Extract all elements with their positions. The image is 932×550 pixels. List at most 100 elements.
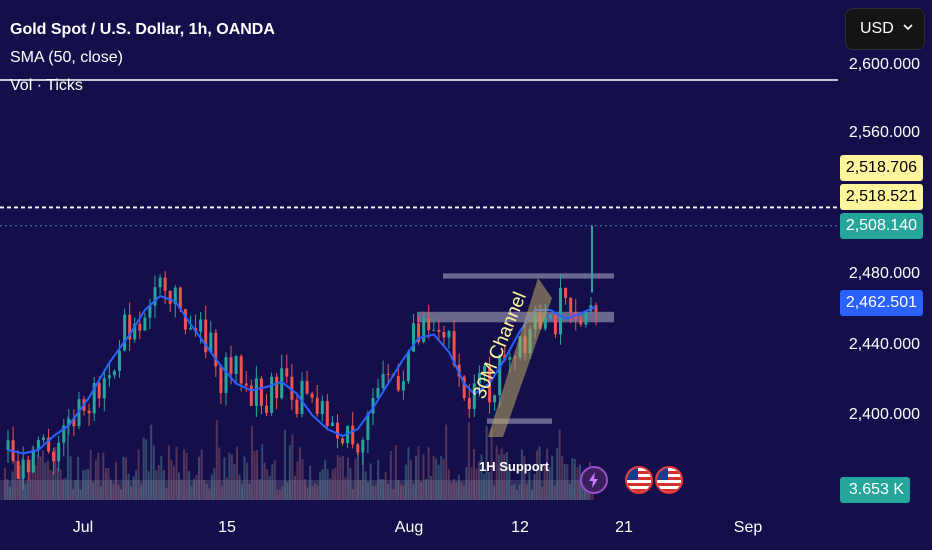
volume-bar [548, 467, 551, 500]
volume-bar [415, 455, 417, 500]
volume-bar [296, 461, 299, 500]
volume-bar [505, 452, 508, 500]
candle-body [112, 371, 116, 376]
volume-bar [369, 463, 372, 500]
volume-bar [160, 456, 163, 500]
volume-bar [556, 448, 559, 500]
candle-body [493, 395, 497, 403]
volume-bar [271, 464, 274, 500]
candle-body [442, 332, 446, 338]
volume-bar [488, 472, 491, 500]
lightning-bolt-icon[interactable] [580, 466, 608, 494]
candle-body [148, 305, 152, 318]
volume-bar [150, 424, 153, 500]
volume-bar [500, 448, 503, 500]
us-flag-event-icon[interactable] [655, 466, 683, 494]
volume-bar [478, 461, 480, 500]
indicator-volume-label[interactable]: Vol · Ticks [10, 77, 83, 94]
volume-bar [467, 422, 470, 500]
volume-bar [518, 484, 521, 500]
candle-body [356, 444, 360, 453]
candle-body [361, 439, 365, 453]
volume-bar [220, 486, 223, 500]
volume-bar [442, 459, 445, 500]
volume-bar [230, 454, 233, 500]
volume-bar [104, 467, 107, 500]
volume-bar [9, 486, 11, 500]
candle-body [275, 376, 279, 399]
volume-bar [510, 485, 513, 500]
candle-body [422, 318, 426, 342]
us-flag-event-icon[interactable] [625, 466, 653, 494]
volume-bar [341, 455, 344, 500]
volume-bar [14, 460, 17, 500]
volume-bar [132, 476, 135, 500]
volume-bar [538, 446, 541, 500]
volume-bar [321, 469, 324, 500]
volume-bar [82, 470, 85, 500]
volume-bar [64, 477, 67, 500]
volume-bar [218, 447, 221, 500]
volume-bar [546, 448, 549, 500]
support-zone[interactable] [443, 273, 614, 279]
volume-bar [263, 462, 266, 500]
candle-body [249, 385, 253, 406]
volume-bar [157, 465, 160, 500]
volume-bar [430, 475, 433, 500]
volume-bar [372, 485, 375, 500]
sma-value-badge: 2,462.501 [840, 290, 923, 316]
volume-bar [508, 468, 511, 500]
candle-body [325, 401, 329, 427]
time-tick: Jul [72, 519, 94, 536]
volume-bar [41, 450, 44, 500]
candle-body [467, 398, 471, 410]
volume-bar [309, 466, 312, 500]
volume-bar [54, 447, 57, 500]
volume-bar [568, 483, 571, 500]
volume-bar [513, 484, 516, 500]
volume-bar [167, 445, 170, 500]
candle-body [320, 401, 324, 414]
price-tick: 2,560.000 [848, 124, 920, 141]
volume-bar [288, 445, 291, 500]
volume-bar [253, 451, 256, 500]
volume-bar [578, 464, 581, 500]
volume-bar [185, 452, 188, 500]
candle-body [427, 318, 431, 331]
volume-bar [102, 452, 105, 500]
volume-bar [152, 445, 155, 500]
volume-bar [281, 486, 284, 500]
volume-bar [109, 479, 112, 500]
volume-bar [175, 446, 178, 500]
volume-bar [210, 474, 213, 500]
volume-bar [462, 485, 465, 500]
volume-bar [346, 457, 349, 500]
volume-bar [246, 462, 249, 500]
currency-button[interactable]: USD [845, 8, 925, 50]
candle-body [381, 373, 385, 388]
candle-body [16, 461, 20, 479]
candle-body [483, 366, 486, 373]
volume-bar [62, 479, 64, 500]
candle-body [265, 405, 268, 413]
volume-bar [541, 486, 544, 500]
volume-bar [19, 464, 22, 500]
volume-bar [256, 450, 259, 500]
support-zone[interactable] [417, 311, 614, 323]
support-zone[interactable] [487, 418, 552, 424]
volume-bar [208, 488, 211, 500]
candle-body [462, 376, 466, 398]
candle-body [396, 376, 400, 391]
volume-bar [84, 469, 87, 500]
candle-body [153, 287, 157, 306]
volume-bar [276, 490, 279, 500]
volume-bar [120, 489, 122, 500]
bid-price-badge: 2,518.521 [840, 184, 923, 210]
candle-body [579, 318, 583, 325]
volume-bar [198, 456, 201, 500]
indicator-sma-label[interactable]: SMA (50, close) [10, 49, 123, 66]
price-tick: 2,440.000 [848, 336, 920, 353]
candle-body [189, 328, 192, 330]
chevron-down-icon [903, 24, 913, 31]
